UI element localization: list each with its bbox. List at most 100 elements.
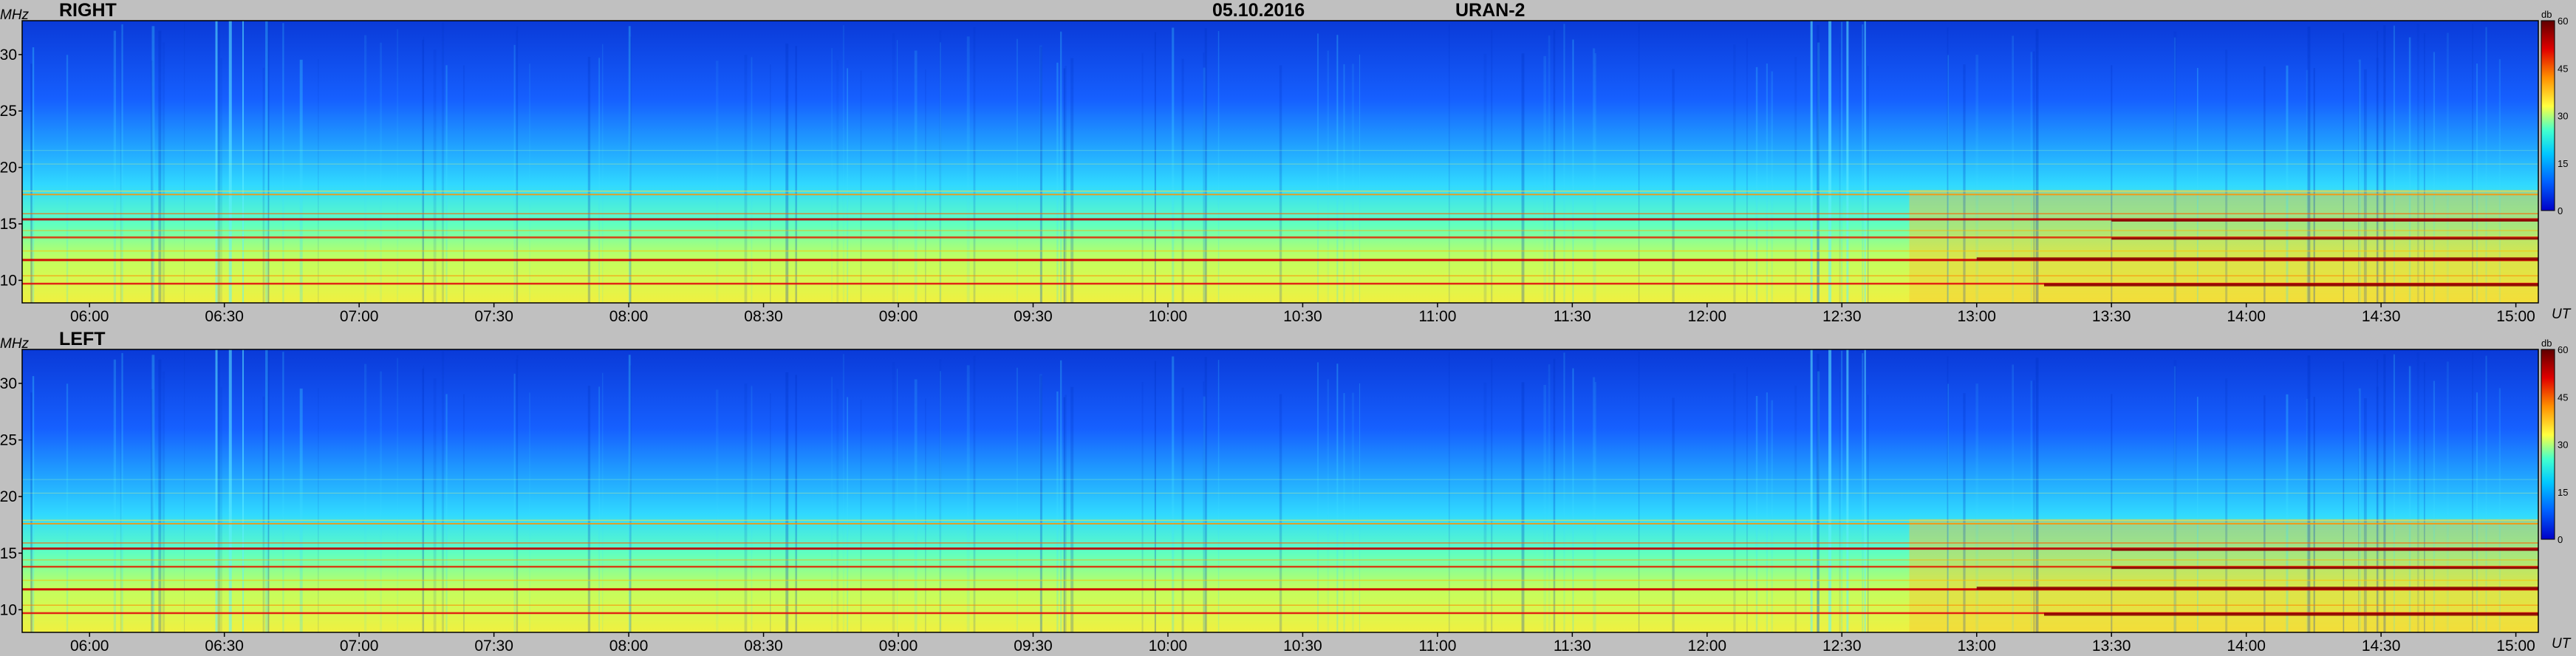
- texture-streak: [602, 44, 604, 303]
- texture-streak: [847, 397, 849, 632]
- texture-streak: [2343, 361, 2345, 632]
- texture-streak: [217, 21, 220, 303]
- texture-streak: [1672, 69, 1675, 303]
- x-tick-label: 11:30: [1554, 308, 1591, 325]
- texture-streak: [2476, 63, 2478, 303]
- y-tick-label: 10: [0, 272, 17, 289]
- x-tick-label: 15:00: [2496, 308, 2535, 325]
- texture-streak: [1839, 43, 1841, 303]
- texture-streak: [751, 386, 753, 632]
- texture-streak: [2377, 359, 2379, 632]
- x-tick-label: 06:30: [205, 638, 244, 655]
- texture-streak: [1317, 33, 1319, 303]
- texture-streak: [2307, 27, 2311, 303]
- x-tick-label: 08:00: [609, 638, 649, 655]
- texture-streak: [1056, 62, 1059, 303]
- colorbar-tick-label: 30: [2558, 111, 2568, 122]
- texture-streak: [1817, 24, 1820, 303]
- burst-streak: [1810, 21, 1813, 303]
- interference-band: [22, 565, 2538, 568]
- interference-band: [22, 612, 2538, 615]
- interference-band: [22, 588, 2538, 591]
- strong-band: [2111, 567, 2538, 570]
- texture-streak: [2408, 37, 2411, 303]
- texture-streak: [445, 394, 448, 632]
- texture-streak: [914, 379, 918, 632]
- texture-streak: [1336, 35, 1339, 303]
- texture-streak: [836, 60, 839, 303]
- texture-streak: [397, 358, 399, 632]
- y-tick-label: 30: [0, 375, 17, 392]
- date-label: 05.10.2016: [1212, 0, 1305, 21]
- texture-streak: [529, 392, 530, 632]
- texture-streak: [2111, 65, 2113, 303]
- burst-streak: [1846, 349, 1849, 632]
- texture-streak: [628, 355, 631, 632]
- texture-streak: [2313, 397, 2315, 632]
- x-tick-label: 09:00: [879, 308, 918, 325]
- texture-streak: [66, 383, 69, 632]
- texture-streak: [2363, 69, 2367, 303]
- x-tick-label: 11:00: [1418, 638, 1456, 655]
- texture-streak: [513, 44, 516, 303]
- x-tick-label: 12:00: [1688, 308, 1727, 325]
- texture-streak: [1351, 64, 1355, 303]
- texture-streak: [445, 65, 448, 303]
- instrument-label: URAN-2: [1455, 0, 1525, 21]
- texture-streak: [629, 365, 632, 632]
- texture-streak: [1592, 377, 1596, 632]
- texture-streak: [925, 398, 926, 632]
- colorbar-tick-label: 0: [2558, 534, 2563, 545]
- burst-streak: [215, 349, 218, 632]
- texture-streak: [1065, 394, 1067, 632]
- texture-streak: [299, 388, 303, 632]
- x-tick-label: 12:00: [1688, 638, 1727, 655]
- texture-streak: [1063, 397, 1065, 632]
- texture-streak: [1672, 397, 1675, 632]
- texture-streak: [2498, 388, 2501, 632]
- texture-streak: [380, 371, 382, 632]
- texture-streak: [1448, 24, 1450, 303]
- texture-streak: [1839, 372, 1841, 632]
- texture-streak: [2363, 398, 2367, 632]
- texture-streak: [2376, 386, 2379, 632]
- texture-streak: [2035, 29, 2039, 303]
- texture-streak: [1841, 350, 1843, 632]
- texture-streak: [1327, 379, 1330, 632]
- texture-streak: [151, 60, 154, 303]
- texture-streak: [1771, 400, 1774, 632]
- texture-streak: [2476, 392, 2478, 632]
- texture-streak: [1203, 381, 1205, 632]
- interference-band: [22, 559, 2538, 561]
- colorbar-tick-label: 60: [2558, 344, 2568, 355]
- texture-streak: [121, 24, 123, 303]
- texture-streak: [1448, 352, 1450, 632]
- texture-streak: [1543, 384, 1547, 632]
- spectrogram-background: [22, 349, 2538, 632]
- texture-streak: [1947, 383, 1949, 632]
- x-tick-label: 13:00: [1957, 638, 1996, 655]
- texture-streak: [1548, 364, 1551, 632]
- texture-streak: [836, 389, 839, 632]
- x-tick-label: 12:30: [1822, 638, 1862, 655]
- texture-streak: [1351, 392, 1355, 632]
- texture-streak: [516, 26, 519, 303]
- texture-streak: [1343, 393, 1345, 632]
- texture-streak: [1862, 24, 1864, 303]
- strong-band: [1976, 587, 2538, 590]
- colorbar-left: [2541, 349, 2555, 540]
- texture-streak: [2012, 364, 2015, 632]
- colorbar-tick-label: 45: [2558, 392, 2568, 403]
- y-tick-label: 20: [0, 488, 17, 505]
- x-tick-label: 09:30: [1014, 308, 1053, 325]
- texture-streak: [1056, 391, 1059, 632]
- texture-streak: [1483, 53, 1487, 303]
- texture-streak: [463, 65, 465, 303]
- texture-streak: [770, 393, 771, 632]
- x-tick-label: 08:30: [744, 308, 783, 325]
- texture-streak: [795, 375, 798, 632]
- texture-streak: [1491, 30, 1493, 303]
- x-tick-label: 13:30: [2092, 308, 2131, 325]
- xlabel-left: UT: [2552, 636, 2572, 652]
- texture-streak: [2433, 52, 2436, 303]
